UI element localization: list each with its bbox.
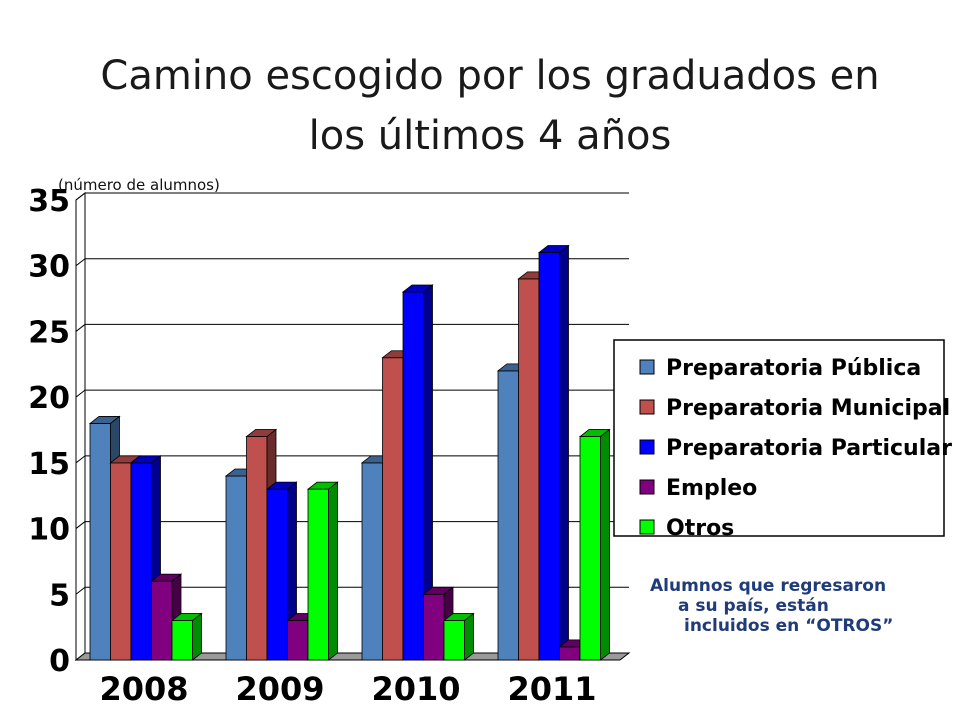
y-tick-label: 35: [28, 184, 70, 219]
legend-label: Otros: [666, 516, 734, 541]
bar: [443, 620, 465, 661]
legend-box: [613, 339, 945, 537]
side-wall: [75, 191, 86, 662]
legend-swatch: [639, 519, 655, 535]
y-tick-label: 30: [28, 250, 70, 285]
bar: [89, 423, 111, 661]
bar: [110, 462, 132, 661]
bar-side: [328, 481, 338, 661]
bar-side: [464, 612, 474, 661]
gridline-depth: [75, 455, 86, 464]
bar: [130, 462, 152, 661]
legend-label: Preparatoria Municipal: [666, 396, 950, 421]
y-tick-label: 20: [28, 381, 70, 416]
legend-swatch: [639, 359, 655, 375]
bar: [423, 593, 445, 661]
bar: [266, 488, 288, 661]
chart-title: Camino escogido por los graduados en los…: [60, 46, 920, 166]
x-tick-label: 2008: [99, 670, 188, 708]
legend-swatch: [639, 399, 655, 415]
bar: [246, 436, 268, 661]
bar: [307, 488, 329, 661]
bar: [579, 436, 601, 661]
gridline-depth: [75, 586, 86, 595]
bar: [151, 580, 173, 661]
legend-swatch: [639, 439, 655, 455]
note-line-3: incluidos en “OTROS”: [684, 616, 894, 636]
bar-side: [600, 428, 610, 661]
bar: [225, 475, 247, 661]
note-line-2: a su país, están: [678, 596, 829, 616]
bar-side: [559, 244, 569, 661]
x-tick-label: 2011: [507, 670, 596, 708]
legend-label: Empleo: [666, 476, 757, 501]
gridline-depth: [75, 521, 86, 529]
x-tick-label: 2010: [371, 670, 460, 708]
bar: [518, 278, 540, 661]
bar: [171, 620, 193, 661]
note-text: Alumnos que regresaron a su país, están …: [640, 576, 930, 636]
y-tick-label: 5: [49, 578, 70, 613]
y-tick-label: 10: [28, 513, 70, 548]
y-tick-label: 15: [28, 447, 70, 482]
bar: [497, 370, 519, 661]
bar: [361, 462, 383, 661]
legend-swatch: [639, 479, 655, 495]
y-axis-label: (número de alumnos): [58, 176, 220, 194]
legend-label: Preparatoria Pública: [666, 356, 921, 381]
y-tick-label: 25: [28, 315, 70, 350]
bar-side: [192, 612, 202, 661]
legend-label: Preparatoria Particular: [666, 436, 952, 461]
bar: [538, 252, 560, 661]
bar: [559, 646, 581, 661]
chart-title-line-1: Camino escogido por los graduados en: [100, 53, 880, 99]
gridline-depth: [75, 389, 86, 398]
gridline-depth: [75, 258, 86, 267]
bar: [382, 357, 404, 661]
bar: [287, 620, 309, 661]
gridline-depth: [75, 324, 86, 332]
chart-title-line-2: los últimos 4 años: [308, 113, 672, 159]
x-tick-label: 2009: [235, 670, 324, 708]
y-tick-label: 0: [49, 644, 70, 679]
bar: [402, 291, 424, 661]
note-line-1: Alumnos que regresaron: [650, 576, 887, 596]
gridline-depth: [75, 192, 86, 201]
